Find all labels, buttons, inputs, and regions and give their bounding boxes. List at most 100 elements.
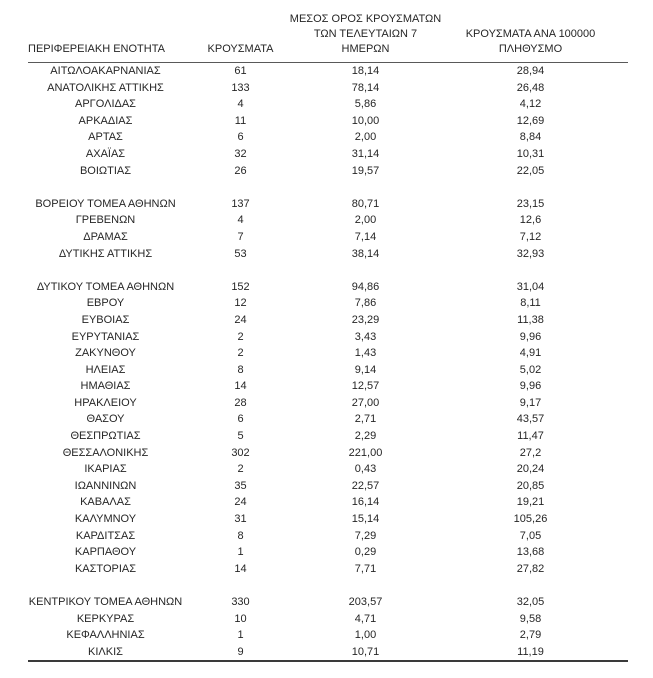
region-cell: ΖΑΚΥΝΘΟΥ bbox=[75, 347, 136, 360]
avg7-cell: 1,00 bbox=[354, 629, 377, 642]
cases-cell: 24 bbox=[234, 496, 247, 509]
avg7-cell: 15,14 bbox=[351, 513, 380, 526]
region-cell: ΙΩΑΝΝΙΝΩΝ bbox=[74, 479, 137, 492]
per100k-cell: 7,05 bbox=[519, 529, 542, 542]
avg7-cell: 2,29 bbox=[354, 430, 377, 443]
table-row: ΚΙΛΚΙΣ 9 10,71 11,19 bbox=[28, 644, 628, 662]
table-row: ΓΡΕΒΕΝΩΝ 4 2,00 12,6 bbox=[28, 212, 628, 229]
avg7-cell: 94,86 bbox=[351, 280, 380, 293]
cases-cell: 12 bbox=[234, 297, 247, 310]
per100k-cell: 9,58 bbox=[519, 612, 542, 625]
cases-cell: 24 bbox=[234, 313, 247, 326]
cases-cell: 7 bbox=[237, 230, 244, 243]
per100k-cell: 11,19 bbox=[517, 645, 544, 658]
table-row: ΕΥΡΥΤΑΝΙΑΣ 2 3,43 9,96 bbox=[28, 329, 628, 346]
cases-cell: 32 bbox=[234, 147, 247, 160]
region-cell: ΚΑΒΑΛΑΣ bbox=[80, 496, 131, 509]
per100k-cell: 5,02 bbox=[519, 363, 542, 376]
region-cell: ΔΥΤΙΚΟΥ ΤΟΜΕΑ ΑΘΗΝΩΝ bbox=[36, 280, 175, 293]
header-row: ΠΕΡΙΦΕΡΕΙΑΚΗ ΕΝΟΤΗΤΑ ΚΡΟΥΣΜΑΤΑ ΜΕΣΟΣ ΟΡΟ… bbox=[28, 8, 628, 63]
table-row: ΚΑΡΔΙΤΣΑΣ 8 7,29 7,05 bbox=[28, 528, 628, 545]
avg7-cell: 7,29 bbox=[354, 529, 377, 542]
spacer-row bbox=[28, 577, 628, 594]
region-cell: ΗΡΑΚΛΕΙΟΥ bbox=[74, 396, 137, 409]
per100k-cell: 2,79 bbox=[519, 629, 542, 642]
cases-cell: 330 bbox=[231, 596, 250, 608]
region-cell: ΚΕΦΑΛΛΗΝΙΑΣ bbox=[66, 629, 145, 642]
avg7-cell: 27,00 bbox=[351, 396, 380, 409]
spacer-row bbox=[28, 179, 628, 196]
per100k-cell: 28,94 bbox=[516, 65, 545, 77]
per100k-cell: 4,91 bbox=[519, 347, 542, 360]
per100k-cell: 12,6 bbox=[519, 214, 542, 227]
table-header: ΠΕΡΙΦΕΡΕΙΑΚΗ ΕΝΟΤΗΤΑ ΚΡΟΥΣΜΑΤΑ ΜΕΣΟΣ ΟΡΟ… bbox=[28, 8, 628, 63]
report-page: ΠΕΡΙΦΕΡΕΙΑΚΗ ΕΝΟΤΗΤΑ ΚΡΟΥΣΜΑΤΑ ΜΕΣΟΣ ΟΡΟ… bbox=[28, 8, 628, 663]
table-row: ΚΑΛΥΜΝΟΥ 31 15,14 105,26 bbox=[28, 511, 628, 528]
per100k-cell: 11,38 bbox=[517, 313, 544, 326]
per100k-cell: 9,17 bbox=[519, 396, 542, 409]
per100k-header-line1: ΚΡΟΥΣΜΑΤΑ ΑΝΑ 100000 bbox=[465, 28, 596, 40]
per100k-cell: 22,05 bbox=[516, 164, 545, 177]
region-cell: ΑΡΓΟΛΙΔΑΣ bbox=[75, 98, 136, 111]
avg7-cell: 10,00 bbox=[351, 114, 380, 127]
region-cell: ΕΥΡΥΤΑΝΙΑΣ bbox=[71, 330, 140, 343]
avg7-cell: 0,29 bbox=[354, 546, 377, 559]
table-row: ΘΕΣΠΡΩΤΙΑΣ 5 2,29 11,47 bbox=[28, 428, 628, 445]
cases-cell: 10 bbox=[234, 612, 247, 625]
cases-cell: 61 bbox=[234, 65, 247, 77]
cases-cell: 8 bbox=[237, 363, 244, 376]
spacer-cell bbox=[28, 577, 628, 594]
cases-cell: 1 bbox=[237, 546, 244, 559]
per100k-cell: 23,15 bbox=[516, 197, 545, 210]
cases-cell: 14 bbox=[234, 380, 247, 393]
region-cell: ΕΒΡΟΥ bbox=[86, 297, 125, 310]
cases-header-label: ΚΡΟΥΣΜΑΤΑ bbox=[207, 43, 274, 55]
table-row: ΚΕΡΚΥΡΑΣ 10 4,71 9,58 bbox=[28, 611, 628, 628]
region-cell: ΚΕΡΚΥΡΑΣ bbox=[76, 612, 135, 625]
avg7-cell: 221,00 bbox=[348, 446, 383, 459]
cases-cell: 302 bbox=[231, 446, 250, 459]
per100k-cell: 27,82 bbox=[516, 562, 545, 575]
per100k-cell: 43,57 bbox=[516, 413, 545, 426]
table-row: ΒΟΙΩΤΙΑΣ 26 19,57 22,05 bbox=[28, 163, 628, 180]
avg7-cell: 5,86 bbox=[354, 98, 377, 111]
avg7-cell: 12,57 bbox=[351, 380, 380, 393]
region-cell: ΚΙΛΚΙΣ bbox=[88, 645, 123, 658]
table-row: ΙΩΑΝΝΙΝΩΝ 35 22,57 20,85 bbox=[28, 478, 628, 495]
avg7-cell: 7,14 bbox=[354, 230, 377, 243]
table-row: ΔΥΤΙΚΟΥ ΤΟΜΕΑ ΑΘΗΝΩΝ 152 94,86 31,04 bbox=[28, 279, 628, 296]
table-row: ΗΜΑΘΙΑΣ 14 12,57 9,96 bbox=[28, 378, 628, 395]
region-cell: ΔΥΤΙΚΗΣ ΑΤΤΙΚΗΣ bbox=[58, 247, 153, 260]
table-row: ΗΛΕΙΑΣ 8 9,14 5,02 bbox=[28, 362, 628, 379]
avg7-cell: 7,71 bbox=[354, 562, 377, 575]
avg7-cell: 38,14 bbox=[351, 247, 380, 260]
avg7-column-header: ΜΕΣΟΣ ΟΡΟΣ ΚΡΟΥΣΜΑΤΩΝ ΤΩΝ ΤΕΛΕΥΤΑΙΩΝ 7 Η… bbox=[290, 8, 441, 63]
region-cell: ΑΙΤΩΛΟΑΚΑΡΝΑΝΙΑΣ bbox=[50, 65, 161, 77]
region-cell: ΚΕΝΤΡΙΚΟΥ ΤΟΜΕΑ ΑΘΗΝΩΝ bbox=[28, 596, 183, 608]
cases-cell: 26 bbox=[234, 164, 247, 177]
cases-cell: 133 bbox=[231, 81, 250, 94]
table-row: ΘΕΣΣΑΛΟΝΙΚΗΣ 302 221,00 27,2 bbox=[28, 445, 628, 462]
table-row: ΚΑΡΠΑΘΟΥ 1 0,29 13,68 bbox=[28, 544, 628, 561]
avg7-cell: 80,71 bbox=[351, 197, 380, 210]
table-row: ΚΕΝΤΡΙΚΟΥ ΤΟΜΕΑ ΑΘΗΝΩΝ 330 203,57 32,05 bbox=[28, 594, 628, 611]
table-row: ΕΒΡΟΥ 12 7,86 8,11 bbox=[28, 295, 628, 312]
region-cell: ΑΡΤΑΣ bbox=[88, 131, 123, 144]
cases-cell: 11 bbox=[234, 114, 247, 127]
table-row: ΑΡΓΟΛΙΔΑΣ 4 5,86 4,12 bbox=[28, 96, 628, 113]
region-cell: ΚΑΣΤΟΡΙΑΣ bbox=[74, 562, 137, 575]
per100k-column-header: ΚΡΟΥΣΜΑΤΑ ΑΝΑ 100000 ΠΛΗΘΥΣΜΟ bbox=[433, 8, 628, 63]
cases-cell: 28 bbox=[234, 396, 247, 409]
per100k-cell: 9,96 bbox=[519, 330, 542, 343]
avg7-cell: 78,14 bbox=[351, 81, 380, 94]
table-row: ΙΚΑΡΙΑΣ 2 0,43 20,24 bbox=[28, 461, 628, 478]
region-header-label: ΠΕΡΙΦΕΡΕΙΑΚΗ ΕΝΟΤΗΤΑ bbox=[28, 43, 165, 55]
region-cell: ΗΜΑΘΙΑΣ bbox=[80, 380, 131, 393]
region-cell: ΘΑΣΟΥ bbox=[86, 413, 125, 426]
cases-cell: 1 bbox=[237, 629, 244, 642]
region-cell: ΑΝΑΤΟΛΙΚΗΣ ΑΤΤΙΚΗΣ bbox=[47, 81, 164, 94]
cases-cell: 35 bbox=[234, 479, 247, 492]
per100k-cell: 26,48 bbox=[516, 81, 545, 94]
per100k-cell: 19,21 bbox=[516, 496, 545, 509]
table-row: ΑΙΤΩΛΟΑΚΑΡΝΑΝΙΑΣ 61 18,14 28,94 bbox=[28, 63, 628, 80]
